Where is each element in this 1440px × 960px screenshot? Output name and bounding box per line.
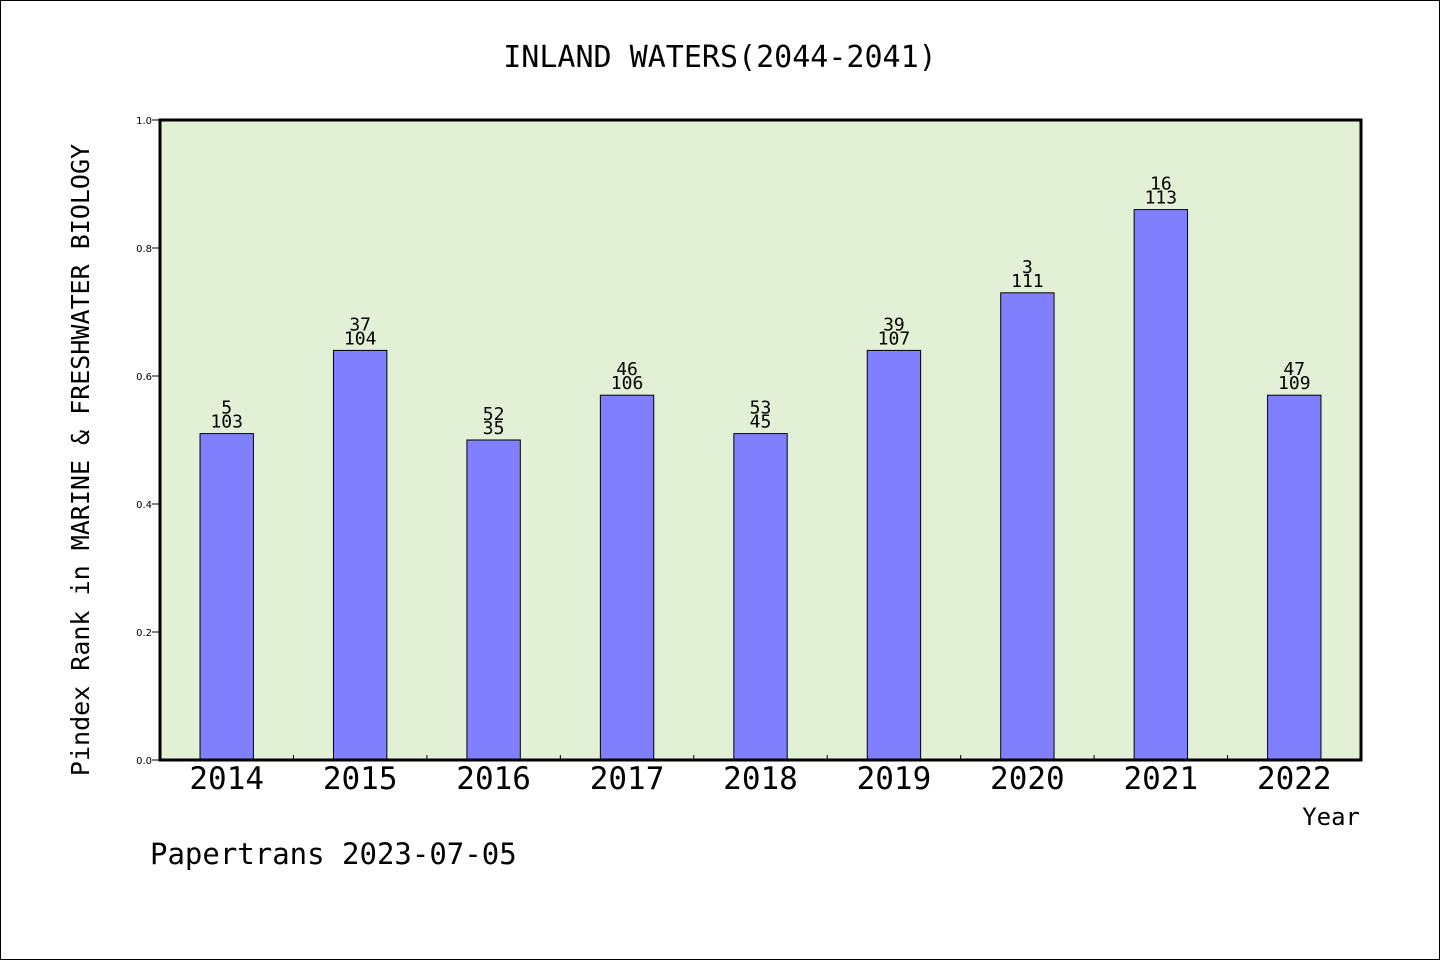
data-label-top-2014: 5 bbox=[221, 398, 232, 419]
y-tick-label-0.6: 0.6 bbox=[136, 372, 152, 383]
x-axis-label: Year bbox=[1302, 803, 1360, 831]
y-tick-label-1.0: 1.0 bbox=[136, 116, 152, 127]
chart-title: INLAND WATERS(2044-2041) bbox=[503, 40, 936, 75]
y-tick-label-0.8: 0.8 bbox=[136, 244, 152, 255]
data-label-bottom-2021: 113 bbox=[1145, 188, 1178, 209]
x-tick-label-2017: 2017 bbox=[590, 761, 665, 797]
data-label-top-2018: 53 bbox=[750, 398, 772, 419]
x-tick-label-2021: 2021 bbox=[1124, 761, 1199, 797]
bar-2015 bbox=[332, 349, 388, 761]
data-label-bottom-2019: 107 bbox=[878, 328, 911, 349]
data-label-bottom-2015: 104 bbox=[344, 328, 377, 349]
data-label-bottom-2018: 45 bbox=[750, 412, 772, 433]
bar-2022 bbox=[1267, 394, 1322, 761]
data-label-top-2020: 3 bbox=[1022, 257, 1033, 278]
bars-group bbox=[199, 209, 1322, 761]
data-label-bottom-2022: 109 bbox=[1278, 373, 1311, 394]
x-tick-label-2016: 2016 bbox=[456, 761, 531, 797]
x-tick-label-2014: 2014 bbox=[189, 761, 264, 797]
bar-2014 bbox=[199, 433, 254, 761]
x-tick-label-2020: 2020 bbox=[990, 761, 1065, 797]
data-label-bottom-2016: 35 bbox=[483, 418, 505, 439]
bar-2021 bbox=[1133, 209, 1189, 761]
data-label-top-2022: 47 bbox=[1283, 359, 1305, 380]
bar-2019 bbox=[866, 349, 922, 761]
data-label-top-2015: 37 bbox=[349, 314, 371, 335]
data-label-top-2021: 16 bbox=[1150, 174, 1172, 195]
bar-2017 bbox=[599, 394, 655, 761]
x-tick-label-2022: 2022 bbox=[1257, 761, 1332, 797]
bar-2020 bbox=[1000, 292, 1055, 761]
data-label-bottom-2014: 103 bbox=[210, 412, 243, 433]
x-tick-label-2015: 2015 bbox=[323, 761, 398, 797]
x-tick-label-2018: 2018 bbox=[723, 761, 798, 797]
y-axis: 0.0 0.2 0.4 0.6 0.8 1.0 bbox=[136, 116, 160, 767]
data-label-bottom-2017: 106 bbox=[611, 373, 644, 394]
x-axis: 2014 2015 2016 2017 2018 2019 2020 2021 2022 bbox=[189, 755, 1332, 797]
data-label-top-2019: 39 bbox=[883, 314, 905, 335]
plot-border bbox=[158, 118, 1363, 762]
footer-text: Papertrans 2023-07-05 bbox=[150, 837, 517, 871]
x-tick-label-2019: 2019 bbox=[857, 761, 932, 797]
y-tick-label-0.2: 0.2 bbox=[136, 628, 152, 639]
bar-2018 bbox=[733, 433, 788, 761]
y-tick-label-0.0: 0.0 bbox=[136, 756, 152, 767]
data-label-top-2016: 52 bbox=[483, 404, 505, 425]
data-label-bottom-2020: 111 bbox=[1011, 271, 1044, 292]
bar-2016 bbox=[466, 439, 521, 761]
data-label-top-2017: 46 bbox=[616, 359, 638, 380]
y-axis-label: Pindex Rank in MARINE & FRESHWATER BIOLO… bbox=[66, 144, 95, 776]
y-tick-label-0.4: 0.4 bbox=[136, 500, 152, 511]
